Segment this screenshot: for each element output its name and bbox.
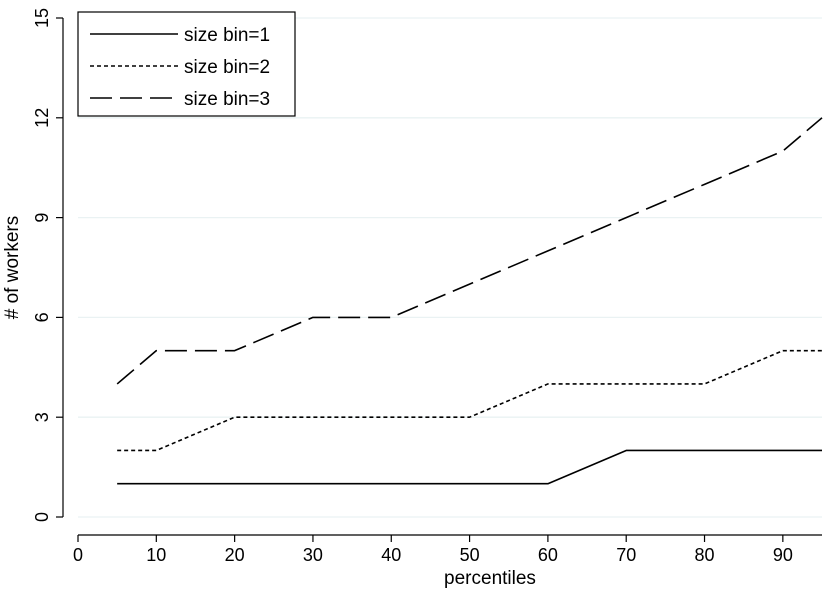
- x-tick-label: 20: [225, 545, 245, 565]
- y-tick-label: 9: [32, 213, 52, 223]
- x-tick-label: 0: [73, 545, 83, 565]
- series-line-1: [117, 449, 822, 485]
- x-tick-label: 70: [616, 545, 636, 565]
- legend-box: [77, 11, 296, 117]
- series-line-2: [117, 349, 822, 452]
- x-tick-label: 60: [538, 545, 558, 565]
- x-tick-label: 40: [381, 545, 401, 565]
- y-axis-title: # of workers: [2, 216, 23, 319]
- series-lines: [116, 117, 823, 485]
- axes: [62, 18, 822, 536]
- y-tick-label: 15: [32, 8, 52, 28]
- y-tick-label: 0: [32, 512, 52, 522]
- legend: size bin=1 size bin=2 size bin=3: [77, 11, 296, 117]
- x-tick-label: 80: [695, 545, 715, 565]
- x-tick-label: 30: [303, 545, 323, 565]
- x-tick-label: 50: [460, 545, 480, 565]
- legend-label-1: size bin=1: [184, 25, 270, 46]
- x-tick-label: 10: [146, 545, 166, 565]
- legend-label-3: size bin=3: [184, 89, 270, 110]
- series-line-3: [116, 117, 823, 385]
- y-axis-ticks: 0 3 6 9 12 15: [32, 8, 63, 522]
- x-axis-title: percentiles: [444, 568, 536, 589]
- legend-label-2: size bin=2: [184, 57, 270, 78]
- x-axis-ticks: 0 10 20 30 40 50 60 70 80 90: [73, 535, 793, 565]
- y-tick-label: 12: [32, 108, 52, 128]
- y-tick-label: 6: [32, 312, 52, 322]
- x-tick-label: 90: [773, 545, 793, 565]
- y-tick-label: 3: [32, 412, 52, 422]
